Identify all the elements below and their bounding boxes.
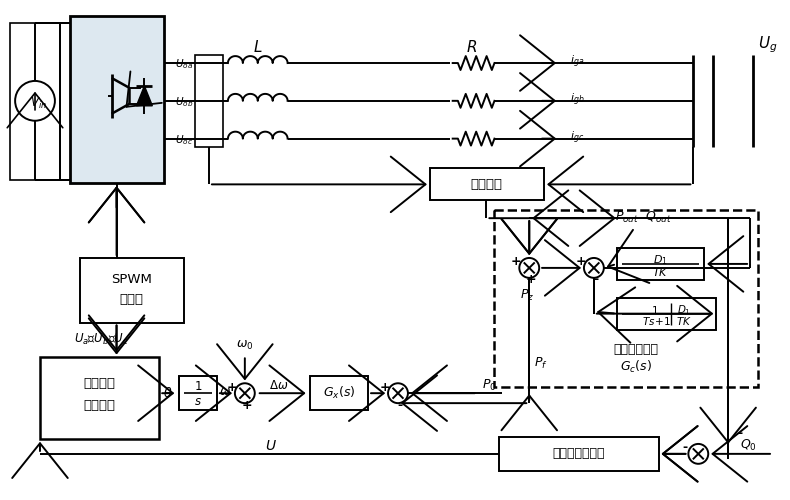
Text: $P_f$: $P_f$ xyxy=(534,356,548,371)
Text: 生成模块: 生成模块 xyxy=(84,398,115,411)
Bar xyxy=(617,248,704,280)
Text: -: - xyxy=(397,398,403,411)
Text: +: + xyxy=(511,256,521,268)
Text: -: - xyxy=(738,428,743,440)
Text: 参考电压: 参考电压 xyxy=(84,377,115,390)
Text: 无功一电压环路: 无功一电压环路 xyxy=(553,448,605,460)
Text: $P_0$: $P_0$ xyxy=(482,378,497,393)
Circle shape xyxy=(584,258,604,278)
Text: $P_{out}\ \ Q_{out}$: $P_{out}\ \ Q_{out}$ xyxy=(615,210,672,224)
Bar xyxy=(70,16,164,183)
Text: $U$: $U$ xyxy=(265,439,276,453)
Text: $U_{ob}$: $U_{ob}$ xyxy=(175,95,193,108)
Text: s: s xyxy=(195,394,201,407)
Text: $\omega$: $\omega$ xyxy=(219,384,231,398)
Text: $V_{in}$: $V_{in}$ xyxy=(30,96,47,112)
Text: -: - xyxy=(593,274,599,286)
Text: $D_1$: $D_1$ xyxy=(677,303,691,316)
Bar xyxy=(617,298,717,330)
Circle shape xyxy=(688,444,709,464)
Circle shape xyxy=(519,258,540,278)
Text: +: + xyxy=(526,274,536,286)
Bar xyxy=(80,258,184,322)
Text: 1: 1 xyxy=(194,380,202,392)
Text: $P_z$: $P_z$ xyxy=(520,288,534,304)
Text: 生成器: 生成器 xyxy=(119,293,144,306)
Circle shape xyxy=(388,384,408,403)
Text: $G_x(s)$: $G_x(s)$ xyxy=(323,385,356,402)
Bar xyxy=(499,437,659,471)
Bar xyxy=(495,210,758,387)
Text: $1$: $1$ xyxy=(651,304,658,316)
Text: $R$: $R$ xyxy=(466,39,477,55)
Text: $i_{gc}$: $i_{gc}$ xyxy=(570,130,584,146)
Polygon shape xyxy=(137,86,152,106)
Bar xyxy=(430,168,544,200)
Text: $\Delta\omega$: $\Delta\omega$ xyxy=(269,378,288,392)
Text: $U_a$、$U_b$、$U_c$: $U_a$、$U_b$、$U_c$ xyxy=(73,332,129,347)
Bar xyxy=(10,24,60,180)
Text: $L$: $L$ xyxy=(253,39,262,55)
Bar xyxy=(310,376,368,410)
Text: +: + xyxy=(380,380,390,394)
Text: +: + xyxy=(576,256,586,268)
Text: +: + xyxy=(242,398,252,411)
Text: $Ts\!+\!1$: $Ts\!+\!1$ xyxy=(642,314,671,326)
Text: $TK$: $TK$ xyxy=(652,266,669,278)
Text: $G_c(s)$: $G_c(s)$ xyxy=(619,360,652,376)
Circle shape xyxy=(235,384,255,403)
Text: $U_{oc}$: $U_{oc}$ xyxy=(175,132,193,146)
Bar xyxy=(40,358,160,439)
Text: $TK$: $TK$ xyxy=(676,314,692,326)
Text: $Q_0$: $Q_0$ xyxy=(739,438,757,454)
Text: +: + xyxy=(227,380,237,394)
Text: $\omega_0$: $\omega_0$ xyxy=(236,339,254,352)
Bar xyxy=(179,376,217,410)
Bar xyxy=(195,55,223,146)
Text: SPWM: SPWM xyxy=(111,274,152,286)
Text: $U_g$: $U_g$ xyxy=(758,35,777,56)
Text: $i_{ga}$: $i_{ga}$ xyxy=(570,54,584,70)
Text: $U_{oa}$: $U_{oa}$ xyxy=(175,57,193,71)
Text: 功率计算: 功率计算 xyxy=(471,178,502,191)
Text: $i_{gb}$: $i_{gb}$ xyxy=(570,92,585,108)
Text: $\theta$: $\theta$ xyxy=(163,386,172,400)
Text: $D_1$: $D_1$ xyxy=(653,253,668,267)
Text: -: - xyxy=(683,442,688,454)
Text: 动态阻尼环节: 动态阻尼环节 xyxy=(613,343,658,356)
